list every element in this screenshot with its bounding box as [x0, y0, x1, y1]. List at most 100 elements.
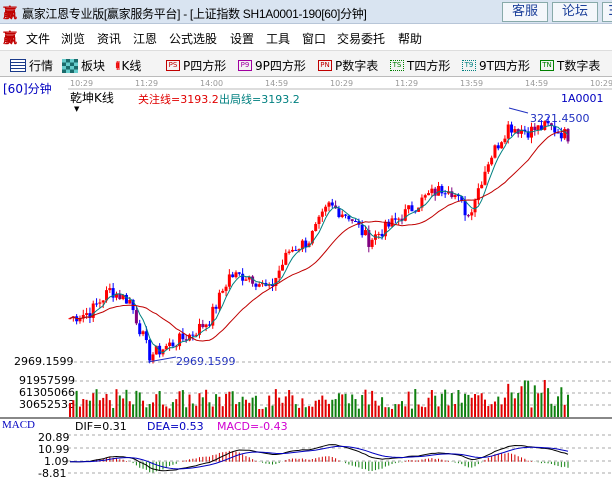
volume-bar	[165, 406, 168, 417]
volume-bar	[560, 387, 563, 417]
volume-bar	[284, 396, 287, 417]
candle	[118, 293, 122, 300]
candle	[144, 331, 148, 341]
volume-bar	[523, 380, 526, 417]
volume-bar	[321, 395, 324, 417]
candle	[197, 323, 201, 335]
volume-bar	[490, 404, 493, 417]
volume-bar	[225, 393, 228, 417]
candle	[148, 340, 152, 361]
time-tick: 14:59	[525, 79, 549, 88]
menu-gann[interactable]: 江恩	[133, 32, 158, 46]
app-logo: 赢	[3, 6, 17, 22]
macd-dea: DEA=0.53	[147, 420, 204, 433]
volume-bar	[454, 404, 457, 417]
volume-bar	[367, 404, 370, 417]
candle	[539, 125, 543, 130]
candle	[257, 284, 261, 287]
volume-bar	[457, 390, 460, 417]
quotes-button[interactable]: 行情	[10, 57, 53, 74]
p-number-table-button[interactable]: PN P数字表	[318, 57, 378, 74]
pn-icon: PN	[318, 60, 332, 71]
menu-settings[interactable]: 设置	[230, 32, 255, 46]
menu-news[interactable]: 资讯	[97, 32, 122, 46]
candle	[241, 273, 245, 281]
menu-trade[interactable]: 交易委托	[337, 32, 386, 46]
macd-tick: 20.89	[38, 431, 70, 444]
candle	[354, 220, 358, 222]
menu-file[interactable]: 文件	[26, 32, 51, 46]
volume-bar	[231, 391, 234, 417]
volume-bar	[92, 393, 95, 417]
menu-tools[interactable]: 工具	[266, 32, 291, 46]
candle	[433, 188, 437, 196]
macd-tick: 10.99	[38, 443, 70, 456]
candle	[154, 345, 158, 355]
macd-dif: DIF=0.31	[75, 420, 127, 433]
low-marker-line	[147, 356, 177, 363]
volume-bar	[258, 408, 261, 417]
customer-service-button[interactable]: 客服	[502, 2, 548, 22]
candle	[350, 219, 354, 221]
indicator-selector[interactable]: 乾坤K线	[70, 91, 114, 105]
menu-formula[interactable]: 公式选股	[169, 32, 218, 46]
candle	[526, 131, 530, 138]
menu-help[interactable]: 帮助	[398, 32, 423, 46]
volume-bar	[318, 399, 320, 417]
volume-bar	[291, 395, 294, 417]
menu-window[interactable]: 窗口	[302, 32, 327, 46]
volume-bar	[268, 395, 271, 417]
volume-bar	[417, 404, 420, 417]
candle	[403, 209, 407, 221]
time-tick: 14:00	[200, 79, 224, 88]
candle	[320, 211, 324, 217]
t-number-table-button[interactable]: TN T数字表	[540, 57, 600, 74]
candle	[407, 205, 411, 210]
volume-bar	[161, 404, 164, 417]
volume-bar	[410, 408, 413, 417]
candle	[95, 303, 99, 305]
volume-bar	[327, 403, 330, 417]
menu-browse[interactable]: 浏览	[61, 32, 86, 46]
volume-bar	[493, 401, 496, 417]
candle	[300, 240, 304, 250]
candle	[486, 164, 490, 172]
volume-bar	[278, 397, 281, 417]
9p-square-button[interactable]: P9 9P四方形	[238, 57, 306, 74]
volume-bar	[344, 393, 347, 417]
volume-bar	[324, 399, 327, 417]
volume-bar	[122, 398, 125, 417]
candle	[393, 218, 397, 220]
candle	[111, 288, 115, 298]
volume-bar	[543, 379, 546, 417]
dropdown-icon[interactable]: ▼	[74, 105, 80, 113]
volume-bar	[347, 403, 350, 417]
candle	[114, 293, 118, 298]
volume-bar	[500, 404, 503, 417]
candle	[317, 216, 321, 225]
candle	[151, 354, 155, 361]
candle	[500, 142, 504, 149]
candle	[427, 193, 431, 196]
9t-square-button[interactable]: T9 9T四方形	[462, 57, 530, 74]
sector-button[interactable]: 板块	[62, 57, 105, 74]
low-price-label: 2969.1599	[176, 355, 236, 368]
more-button[interactable]: Ξ	[602, 2, 612, 22]
candle	[217, 292, 221, 309]
period-label[interactable]: [60]分钟	[3, 82, 52, 96]
kline-button[interactable]: ıǀıǀ K线	[115, 59, 142, 73]
candle	[138, 323, 142, 335]
candle	[363, 230, 367, 236]
forum-button[interactable]: 论坛	[552, 2, 598, 22]
title-bar: 赢 赢家江恩专业版[赢家服务平台] - [上证指数 SH1A0001-190[6…	[0, 0, 612, 24]
p-square-button[interactable]: PS P四方形	[166, 57, 226, 74]
volume-bar	[464, 393, 467, 417]
candle	[181, 333, 185, 340]
macd-tick: -8.81	[38, 467, 67, 480]
candle	[211, 306, 215, 326]
volume-bar	[480, 393, 483, 417]
volume-bar	[171, 402, 174, 417]
kline-chart[interactable]	[0, 78, 612, 475]
volume-bar	[251, 397, 254, 417]
t-square-button[interactable]: TS T四方形	[390, 57, 450, 74]
